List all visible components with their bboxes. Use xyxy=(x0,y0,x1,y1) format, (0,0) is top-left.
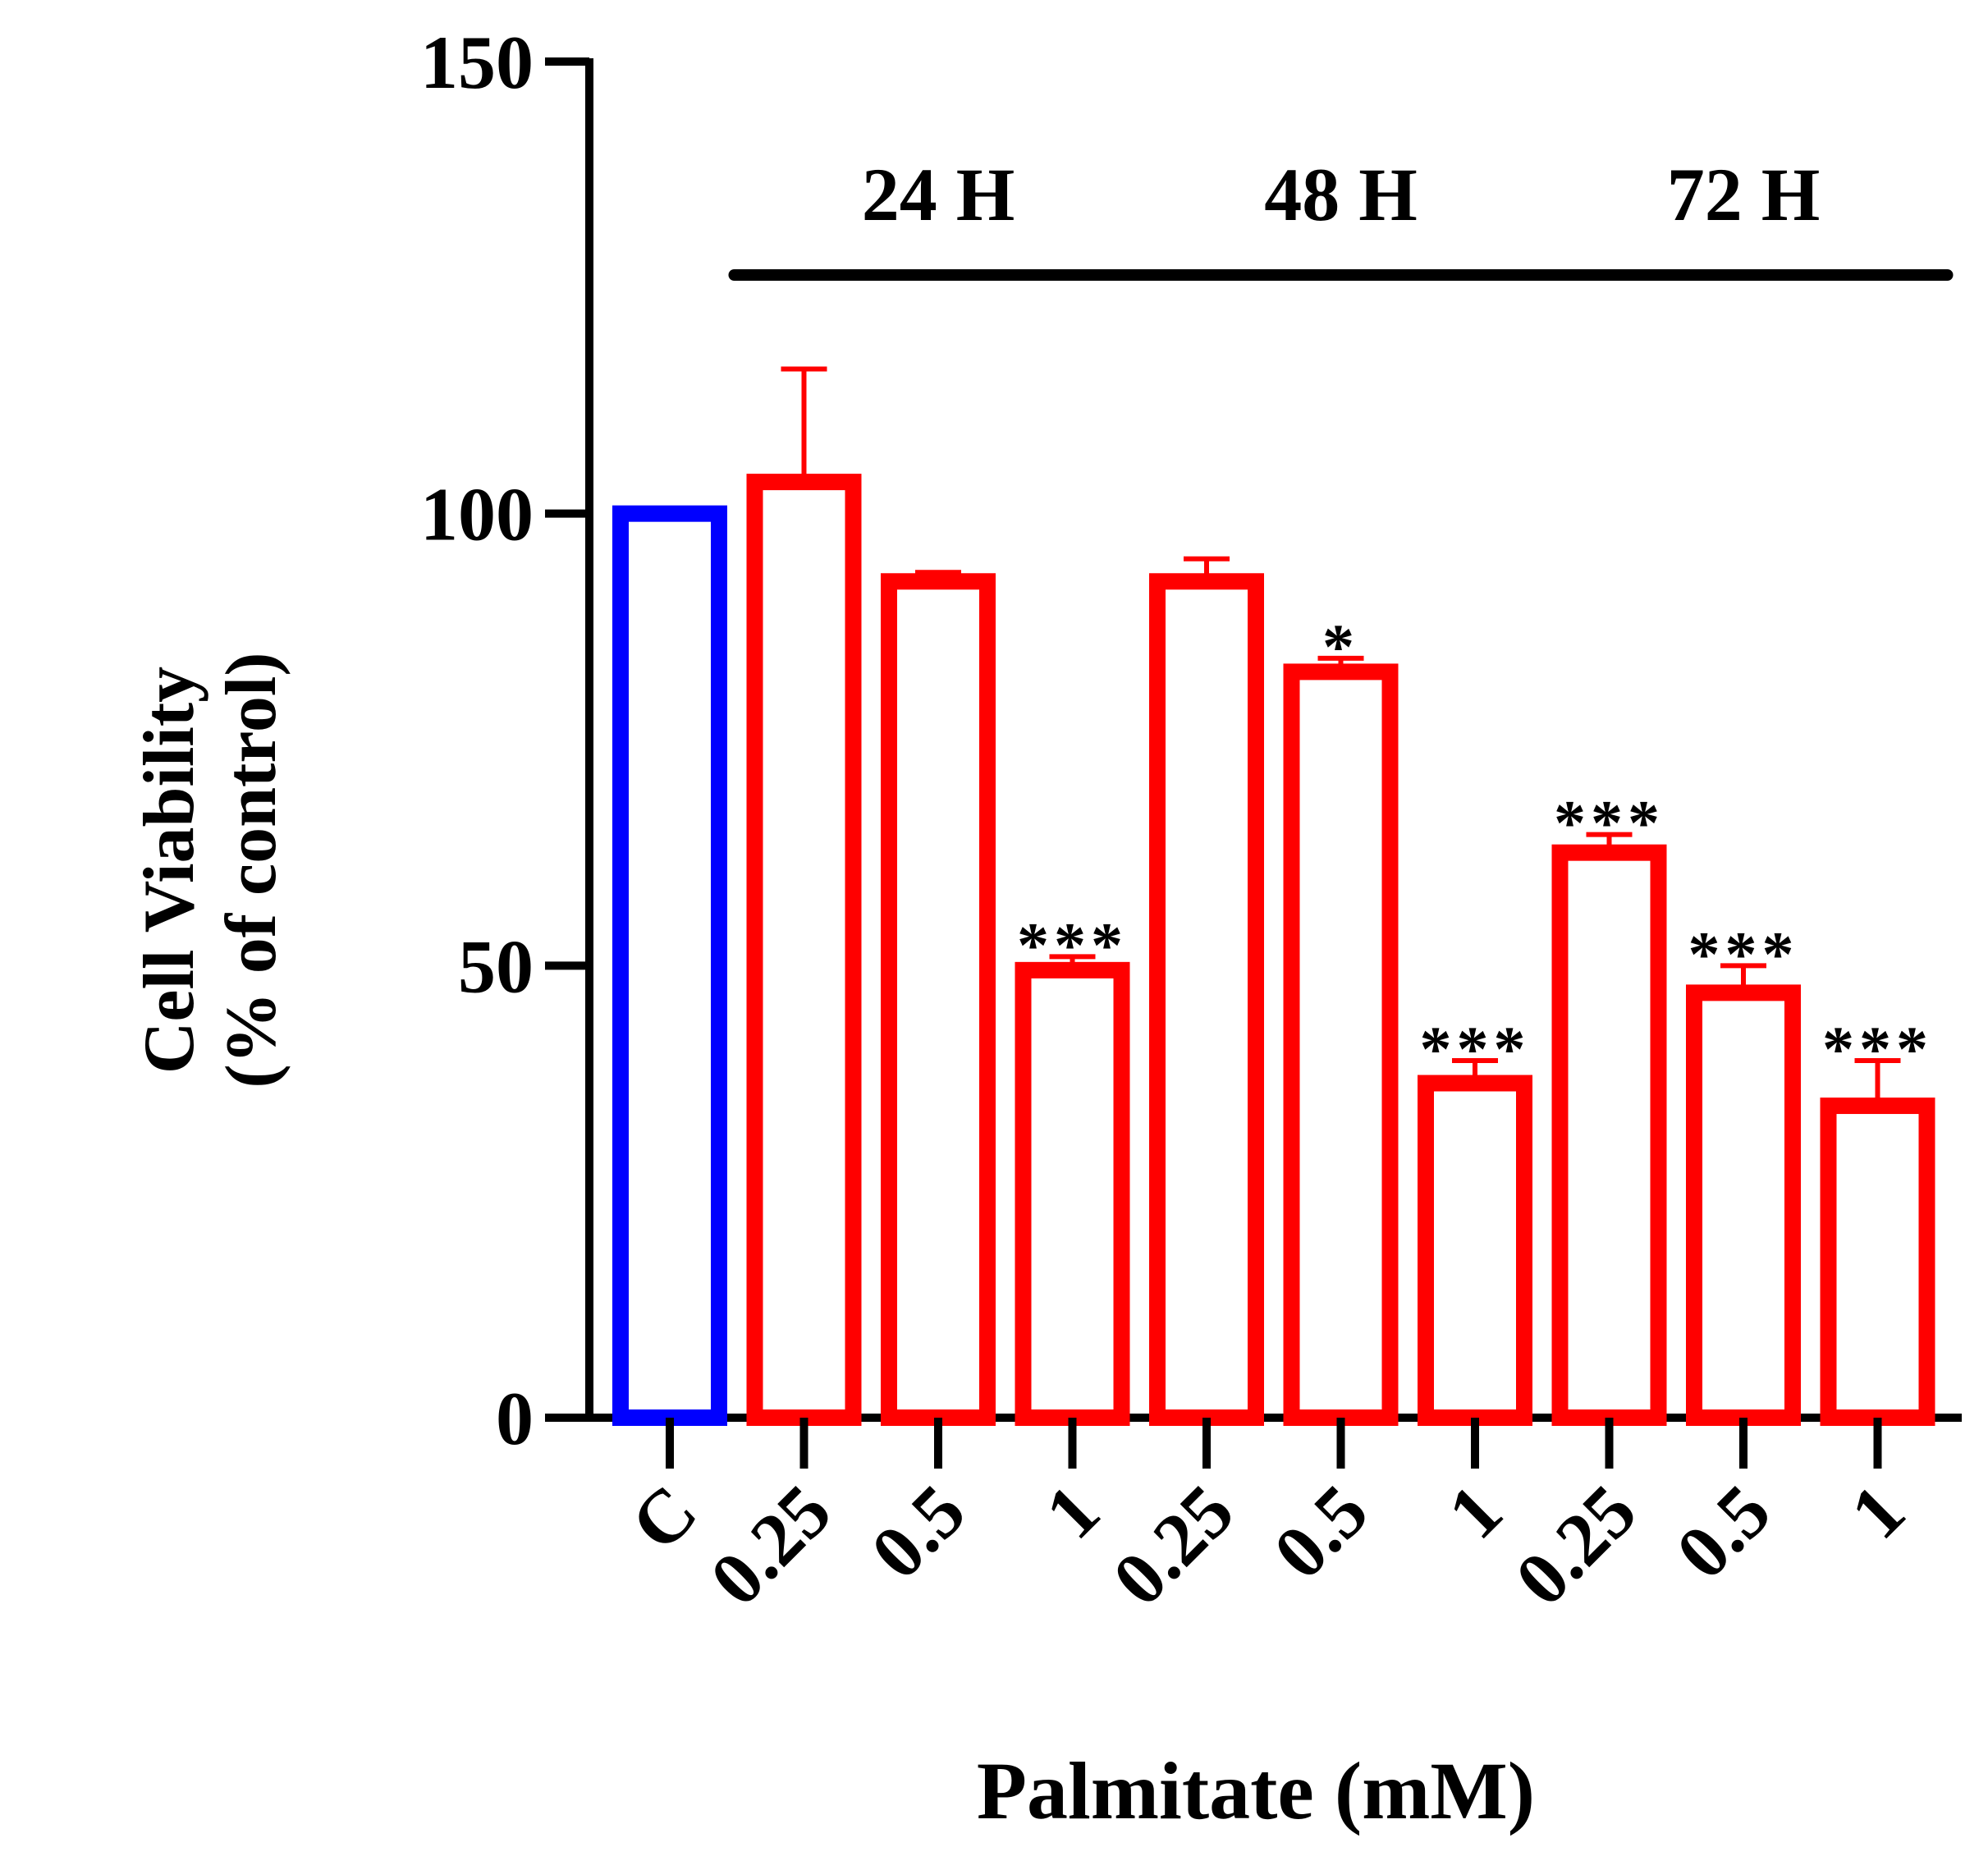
bars: C0.25 0.5***10.25*0.5***1***0.25***0.5***… xyxy=(612,366,1935,1621)
significance-label: * xyxy=(1322,611,1359,682)
time-groups: 24 H 48 H 72 H xyxy=(728,153,1954,281)
x-tick-label: 1 xyxy=(1029,1469,1115,1555)
bar xyxy=(1015,961,1130,1426)
group-label: 72 H xyxy=(1667,153,1821,236)
bar xyxy=(1418,1075,1532,1427)
bar xyxy=(612,505,727,1427)
y-axis-label-line-1: Cell Viability xyxy=(130,667,209,1074)
bar xyxy=(881,573,996,1426)
x-tick-label: 0.5 xyxy=(855,1469,981,1594)
x-tick-label: 1 xyxy=(1835,1469,1921,1555)
group-label: 48 H xyxy=(1264,153,1418,236)
x-axis-label: Palmitate (mM) xyxy=(977,1745,1535,1836)
y-tick-label: 0 xyxy=(496,1377,534,1460)
significance-label: *** xyxy=(1822,1013,1933,1084)
y-tick-label: 100 xyxy=(420,473,534,557)
x-tick-label: 0.5 xyxy=(1257,1469,1383,1594)
bar xyxy=(1820,1098,1935,1427)
bar xyxy=(1283,663,1399,1426)
significance-label: *** xyxy=(1420,1013,1531,1084)
y-axis-label: Cell Viability (% of control) xyxy=(130,652,291,1088)
y-tick-label: 50 xyxy=(458,924,534,1008)
significance-label: *** xyxy=(1017,909,1128,980)
group-label: 24 H xyxy=(862,153,1015,236)
axes: 0 50 100 150 xyxy=(420,21,1962,1460)
x-tick-label: 0.25 xyxy=(1097,1469,1249,1621)
x-tick-label: 0.25 xyxy=(1500,1469,1652,1621)
x-tick-label: 0.5 xyxy=(1660,1469,1786,1594)
x-tick-label: 1 xyxy=(1431,1469,1518,1555)
significance-label: *** xyxy=(1688,918,1799,989)
significance-label: *** xyxy=(1554,787,1665,859)
y-tick-label: 150 xyxy=(420,21,534,104)
x-tick-label: C xyxy=(615,1469,712,1566)
bar xyxy=(746,474,862,1426)
x-tick-label: 0.25 xyxy=(694,1469,847,1621)
bar xyxy=(1149,573,1264,1426)
bar xyxy=(1551,844,1667,1426)
bar xyxy=(1686,984,1801,1426)
y-axis-label-line-2: (% of control) xyxy=(212,652,291,1088)
